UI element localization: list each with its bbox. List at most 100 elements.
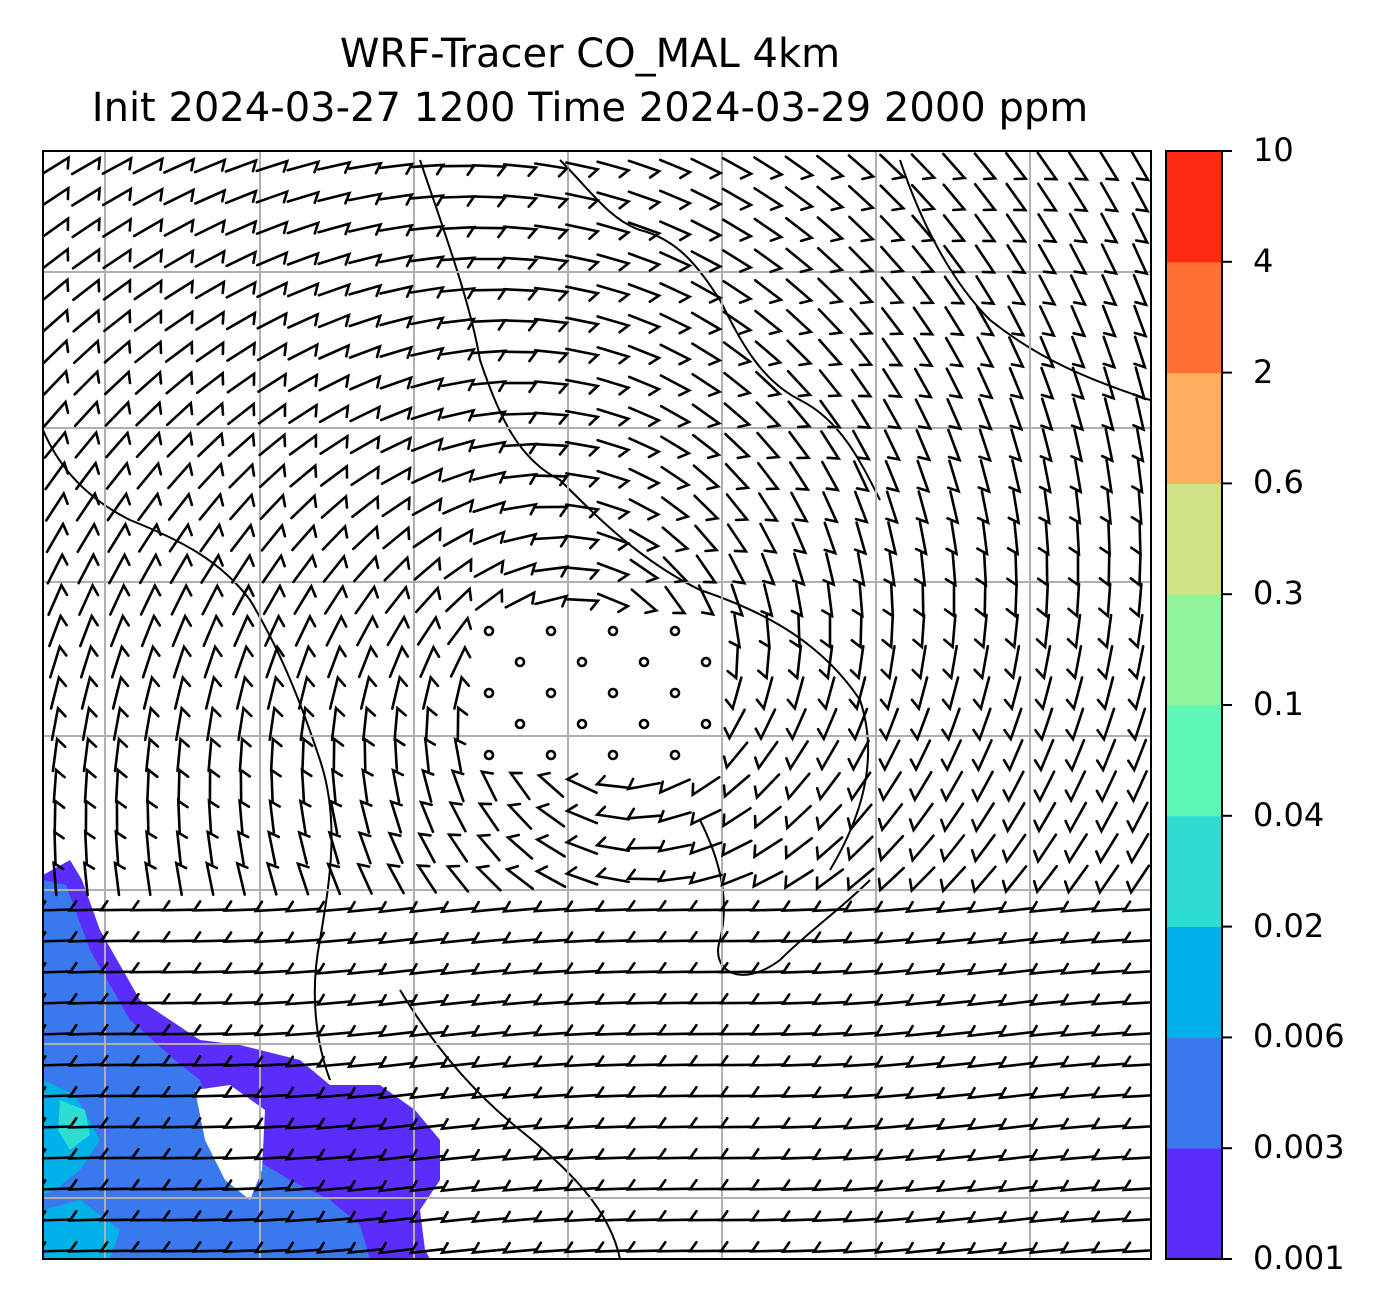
wind-barb <box>420 768 435 803</box>
wind-barb <box>377 1117 414 1131</box>
wind-barb <box>502 256 539 270</box>
wind-barb <box>318 403 350 424</box>
wind-barb <box>718 1086 755 1098</box>
wind-barb <box>935 1117 972 1131</box>
wind-barb <box>977 367 994 400</box>
wind-barb <box>596 469 632 489</box>
wind-barb <box>904 1055 941 1069</box>
wind-barb <box>160 1179 197 1191</box>
wind-barb <box>253 1148 290 1161</box>
wind-barb <box>67 1086 104 1098</box>
wind-barb <box>253 1179 290 1192</box>
wind-barb <box>288 402 318 424</box>
wind-barb <box>721 156 754 180</box>
wind-barb <box>786 339 814 367</box>
wind-barb <box>393 736 406 773</box>
wind-barb <box>296 644 316 679</box>
wind-barb <box>880 245 906 274</box>
wind-barb <box>239 767 252 804</box>
wind-barb <box>419 644 441 678</box>
wind-barb <box>287 372 319 393</box>
wind-barb <box>1007 489 1021 526</box>
wind-barb <box>253 900 290 913</box>
wind-barb <box>1028 1148 1065 1162</box>
wind-barb <box>236 829 250 866</box>
wind-barb <box>75 460 101 491</box>
wind-barb <box>502 381 539 394</box>
wind-barb <box>723 708 746 741</box>
wind-barb <box>448 801 467 833</box>
wind-barb <box>533 505 570 518</box>
wind-barb <box>479 769 498 802</box>
wind-barb <box>935 1148 972 1162</box>
wind-barb <box>225 310 257 331</box>
wind-barb <box>1099 151 1120 182</box>
wind-barb <box>327 830 342 865</box>
wind-barb <box>43 429 70 459</box>
wind-barb <box>977 397 993 431</box>
wind-barb <box>502 194 539 208</box>
wind-barb <box>914 521 928 556</box>
wind-barb <box>944 336 965 368</box>
wind-barb <box>294 613 317 647</box>
wind-barb <box>755 370 783 398</box>
wind-barb <box>146 767 159 804</box>
wind-barb <box>753 187 785 211</box>
wind-barb <box>326 862 342 896</box>
wind-barb <box>45 521 69 554</box>
wind-barb <box>687 1054 724 1067</box>
wind-barb <box>228 461 256 489</box>
wind-barb <box>532 1241 569 1254</box>
wind-barb <box>257 371 287 393</box>
wind-barb <box>904 1024 941 1038</box>
wind-barb <box>470 931 507 945</box>
wind-barb <box>1028 1024 1065 1038</box>
wind-barb <box>315 931 352 944</box>
wind-barb <box>442 527 474 547</box>
wind-barb <box>656 900 693 912</box>
wind-barb <box>82 736 98 773</box>
wind-barb <box>695 554 718 584</box>
wind-barb <box>167 491 194 521</box>
wind-barb <box>625 1241 662 1253</box>
wind-barb <box>1131 181 1150 213</box>
wind-barb <box>848 215 876 243</box>
wind-barb <box>625 1055 662 1067</box>
wind-barb <box>133 248 164 269</box>
wind-barb <box>692 464 721 491</box>
wind-barb <box>201 582 224 616</box>
wind-barb <box>1133 304 1148 338</box>
wind-barb <box>408 1148 445 1162</box>
wind-barb <box>193 157 227 174</box>
wind-barb <box>596 592 631 614</box>
wind-barb <box>939 865 967 894</box>
wind-barb <box>295 861 310 896</box>
wind-barb <box>819 399 842 429</box>
wind-barb <box>1064 738 1086 773</box>
wind-barb <box>129 1085 166 1098</box>
wind-barb <box>410 437 444 452</box>
wind-barb <box>103 338 132 364</box>
wind-barb <box>997 1117 1034 1131</box>
wind-barb <box>356 614 379 647</box>
wind-barb <box>879 707 899 742</box>
wind-barb <box>387 831 404 864</box>
wind-barb <box>1038 305 1057 338</box>
calm-wind-circle <box>483 749 495 761</box>
wind-barb <box>1028 1055 1065 1069</box>
wind-barb <box>627 252 662 272</box>
wind-barb <box>811 1055 848 1068</box>
wind-barb <box>1036 182 1059 212</box>
wind-barb <box>656 1086 693 1098</box>
wind-barb <box>1006 274 1027 306</box>
wind-barb <box>352 524 380 551</box>
wind-barb <box>627 344 662 366</box>
wind-barb <box>52 860 65 897</box>
wind-barb <box>377 1179 414 1193</box>
wind-barb <box>842 962 879 975</box>
wind-barb <box>945 367 964 399</box>
wind-barb <box>536 771 565 798</box>
wind-barb <box>409 285 446 299</box>
wind-barb <box>422 674 440 710</box>
wind-barb <box>142 674 161 710</box>
